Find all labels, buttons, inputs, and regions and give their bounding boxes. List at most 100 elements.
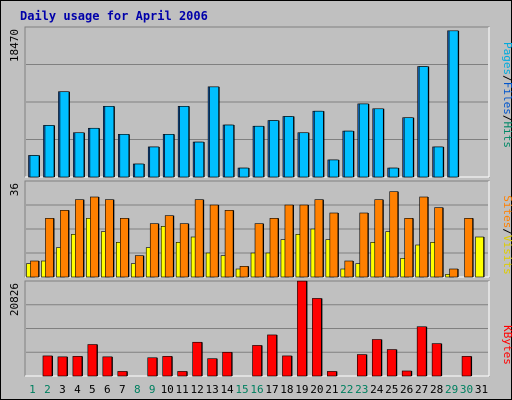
bar-pages-day-16 [254,125,264,178]
bar-kbytes-day-25 [386,349,397,377]
bar-kbytes-day-6 [102,356,113,377]
day-label-6: 6 [104,383,111,396]
bar-pages-day-8 [134,163,145,178]
day-label-8: 8 [134,383,141,396]
bar-pages-day-29 [448,30,459,178]
day-label-28: 28 [430,383,443,396]
bar-sites-day-2 [45,218,54,278]
bar-kbytes-day-13 [207,358,217,377]
bar-kbytes-day-17 [267,334,277,377]
bar-pages-day-21 [329,159,339,178]
day-label-17: 17 [265,383,278,396]
day-label-9: 9 [149,383,156,396]
y-max-label: 20826 [8,283,21,316]
legend-files: Files [501,82,512,115]
bar-pages-day-2 [44,125,55,178]
bar-pages-day-17 [269,120,279,178]
bar-kbytes-day-24 [371,339,382,377]
bar-kbytes-day-16 [252,345,262,377]
chart-panel-2: 36 Sites/Visits [8,180,512,278]
bar-sites-day-16 [254,223,264,278]
day-label-22: 22 [340,383,353,396]
bar-kbytes-day-11 [177,371,187,377]
day-label-5: 5 [89,383,96,396]
bar-pages-day-26 [403,117,414,178]
bar-pages-day-15 [239,167,249,178]
bar-kbytes-day-28 [431,343,442,377]
bar-kbytes-day-2 [42,355,53,377]
day-label-10: 10 [161,383,174,396]
bar-sites-day-22 [344,260,354,278]
bar-kbytes-day-19 [297,280,307,377]
bar-pages-day-19 [299,132,309,178]
bar-kbytes-day-23 [356,354,367,377]
day-label-13: 13 [205,383,218,396]
y-max-label: 36 [8,183,21,196]
bar-kbytes-day-3 [57,356,68,377]
legend-slash: / [501,115,512,122]
legend-kbytes: KBytes [501,325,512,365]
bar-kbytes-day-4 [72,356,83,377]
day-label-24: 24 [370,383,384,396]
bar-sites-day-7 [120,218,129,278]
bar-pages-day-28 [433,146,444,178]
bar-sites-day-13 [209,204,219,278]
day-label-2: 2 [44,383,51,396]
day-label-29: 29 [445,383,458,396]
bar-kbytes-day-18 [282,355,292,377]
bar-pages-day-11 [179,106,189,178]
day-label-25: 25 [385,383,398,396]
bar-sites-day-20 [314,199,324,278]
bar-sites-day-24 [374,199,384,278]
bar-pages-day-6 [104,106,115,178]
bar-pages-day-20 [314,110,324,178]
bar-sites-day-26 [404,218,413,278]
bar-pages-day-4 [74,132,85,178]
day-label-4: 4 [74,383,81,396]
bar-pages-day-10 [164,134,175,178]
bar-sites-day-1 [30,260,39,278]
bar-sites-day-12 [194,199,204,278]
legend-hits: Hits [501,122,512,149]
day-label-3: 3 [59,383,66,396]
bar-sites-day-4 [75,199,84,278]
bar-pages-day-18 [284,116,294,178]
series-legend: KBytes [501,325,512,365]
day-label-31: 31 [475,383,488,396]
bar-pages-day-9 [149,146,160,178]
day-label-14: 14 [220,383,234,396]
bar-sites-day-25 [389,191,399,278]
bar-sites-day-9 [149,223,159,278]
day-label-1: 1 [29,383,36,396]
bar-kbytes-day-5 [87,344,98,377]
bar-kbytes-day-30 [461,356,472,377]
bar-sites-day-3 [60,210,69,278]
day-label-30: 30 [460,383,473,396]
bar-sites-day-15 [239,266,249,278]
series-legend: Pages/Files/Hits [501,42,512,148]
bar-pages-day-5 [89,127,100,178]
bar-kbytes-day-27 [416,326,427,377]
bar-pages-day-1 [29,155,40,178]
legend-pages: Pages [501,42,512,75]
bar-sites-day-5 [90,196,99,278]
bar-kbytes-day-10 [162,356,173,377]
day-label-11: 11 [176,383,189,396]
day-label-20: 20 [310,383,323,396]
bar-kbytes-day-21 [327,371,337,377]
day-label-12: 12 [191,383,204,396]
bar-sites-day-6 [105,199,114,278]
bar-pages-day-25 [388,167,399,178]
bar-sites-day-18 [284,204,294,278]
day-label-7: 7 [119,383,126,396]
bar-sites-day-30 [464,218,473,278]
chart-panel-3: 20826 KBytes [8,280,512,377]
chart-title: Daily usage for April 2006 [20,9,208,23]
bar-sites-day-8 [134,255,144,278]
chart-panels: 18470Pages/Files/Hits36Sites/Visits20826… [8,26,512,377]
legend-slash: / [501,228,512,235]
day-label-16: 16 [250,383,263,396]
day-label-23: 23 [355,383,368,396]
bar-sites-day-23 [359,212,369,278]
